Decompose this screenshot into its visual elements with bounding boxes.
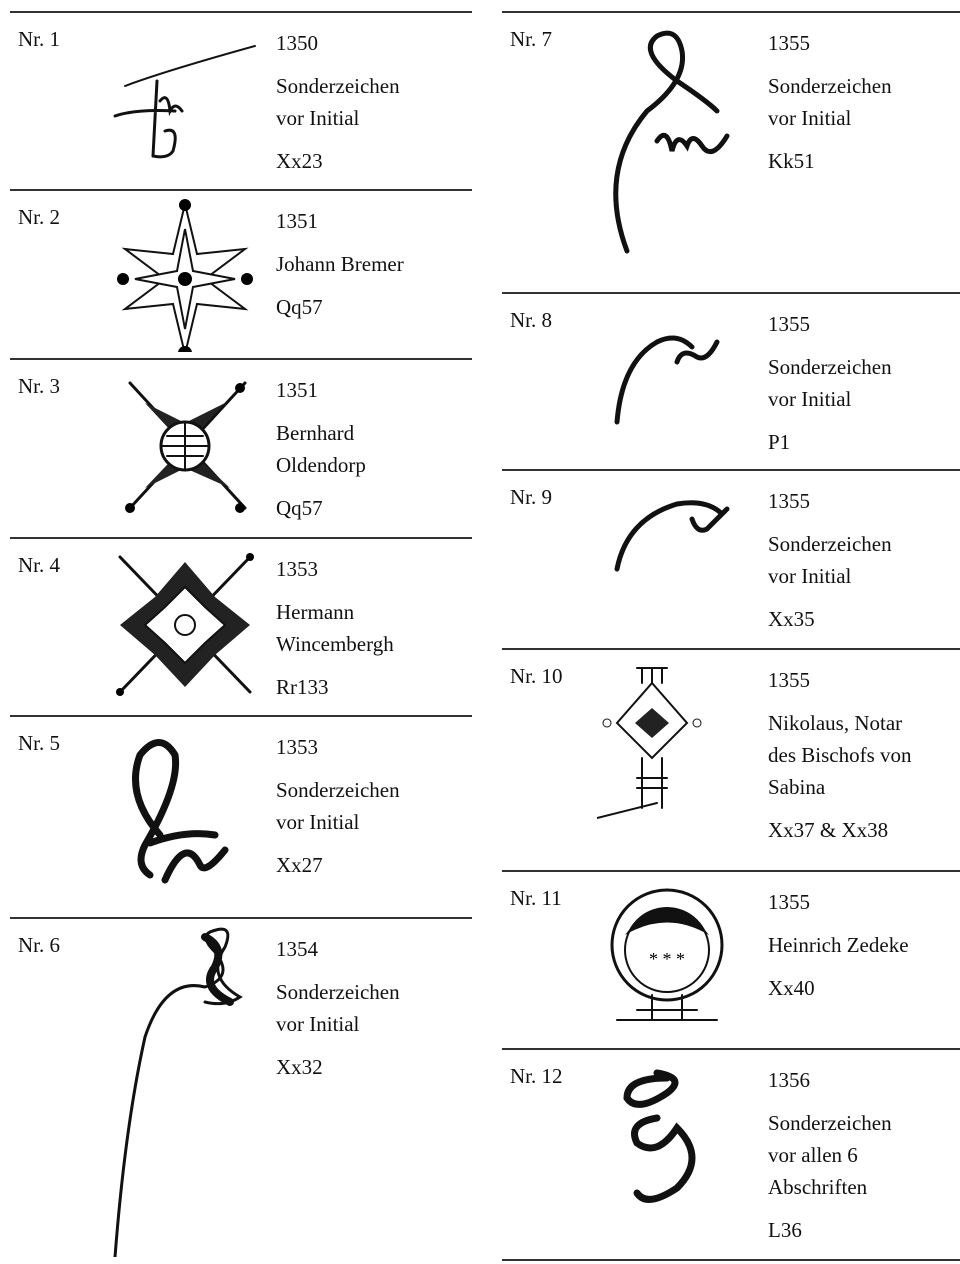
code: Xx35 bbox=[768, 607, 815, 631]
description-line: vor Initial bbox=[276, 810, 360, 834]
code: Kk51 bbox=[768, 149, 815, 173]
entry-row: Nr. 6 1354 Sonderzeichen vor Initial Xx32 bbox=[10, 917, 472, 1264]
year: 1355 bbox=[768, 668, 810, 692]
code: Xx32 bbox=[276, 1055, 323, 1079]
description-line: Oldendorp bbox=[276, 453, 366, 477]
entry-label: Nr. 1 bbox=[18, 27, 60, 51]
entry-row: Nr. 5 1353 Sonderzeichen vor Initial Xx27 bbox=[10, 715, 472, 917]
entry-label: Nr. 8 bbox=[510, 308, 552, 332]
year: 1355 bbox=[768, 489, 810, 513]
year: 1355 bbox=[768, 312, 810, 336]
code: Xx40 bbox=[768, 976, 815, 1000]
description-line: Johann Bremer bbox=[276, 252, 404, 276]
description-line: vor Initial bbox=[276, 1012, 360, 1036]
description-line: Sonderzeichen bbox=[276, 980, 400, 1004]
description-line: vor Initial bbox=[768, 387, 852, 411]
entry-label: Nr. 4 bbox=[18, 553, 60, 577]
description-line: Nikolaus, Notar bbox=[768, 711, 903, 735]
entry-label: Nr. 6 bbox=[18, 933, 60, 957]
entry-label: Nr. 2 bbox=[18, 205, 60, 229]
description-line: Sonderzeichen bbox=[768, 1111, 892, 1135]
code: Rr133 bbox=[276, 675, 329, 699]
notary-sign bbox=[613, 30, 730, 254]
entry-text: 1355 Nikolaus, Notar des Bischofs von Sabin… bbox=[768, 664, 958, 846]
entry-row: Nr. 12 1356 Sonderzeichen vor allen 6 Abschr… bbox=[502, 1048, 960, 1259]
entry-text: 1355 Sonderzeichen vor Initial Xx35 bbox=[768, 485, 958, 635]
entry-row: Nr. 1 1350 Sonderzeichen vor Initial Xx23 bbox=[10, 11, 472, 189]
entry-label: Nr. 7 bbox=[510, 27, 552, 51]
description-line: Sonderzeichen bbox=[768, 74, 892, 98]
notary-sign bbox=[116, 553, 254, 696]
description-line: Wincembergh bbox=[276, 632, 394, 656]
notary-sign bbox=[614, 500, 730, 572]
notary-sign bbox=[113, 45, 256, 159]
entry-text: 1355 Sonderzeichen vor Initial Kk51 bbox=[768, 27, 958, 177]
year: 1350 bbox=[276, 31, 318, 55]
year: 1351 bbox=[276, 378, 318, 402]
entry-text: 1355 Sonderzeichen vor Initial P1 bbox=[768, 308, 958, 458]
entry-label: Nr. 9 bbox=[510, 485, 552, 509]
entry-text: 1351 Bernhard Oldendorp Qq57 bbox=[276, 374, 466, 524]
svg-text:* * *: * * * bbox=[649, 949, 685, 969]
description-line: Heinrich Zedeke bbox=[768, 933, 909, 957]
entry-text: 1353 Hermann Wincembergh Rr133 bbox=[276, 553, 466, 703]
entry-text: 1356 Sonderzeichen vor allen 6 Abschriften L… bbox=[768, 1064, 958, 1246]
description-line: des Bischofs von bbox=[768, 743, 912, 767]
description-line: Hermann bbox=[276, 600, 355, 624]
code: Qq57 bbox=[276, 295, 323, 319]
description-line: Sonderzeichen bbox=[768, 532, 892, 556]
year: 1355 bbox=[768, 890, 810, 914]
notary-sign bbox=[113, 927, 243, 1257]
entry-text: 1354 Sonderzeichen vor Initial Xx32 bbox=[276, 933, 466, 1083]
description-line: Sonderzeichen bbox=[276, 778, 400, 802]
entry-row: Nr. 4 1353 Hermann Wincembergh Rr133 bbox=[10, 537, 472, 715]
year: 1353 bbox=[276, 735, 318, 759]
entry-text: 1355 Heinrich Zedeke Xx40 bbox=[768, 886, 958, 1004]
description-line: Sabina bbox=[768, 775, 826, 799]
year: 1353 bbox=[276, 557, 318, 581]
description-line: vor Initial bbox=[768, 564, 852, 588]
entry-row: Nr. 11 * * * 1355 Heinrich Zedeke Xx40 bbox=[502, 870, 960, 1048]
bottom-rule bbox=[502, 1259, 960, 1261]
entry-row: Nr. 10 1355 Nikolaus, Notar des Bischofs vo… bbox=[502, 648, 960, 870]
code: Qq57 bbox=[276, 496, 323, 520]
entry-label: Nr. 3 bbox=[18, 374, 60, 398]
year: 1355 bbox=[768, 31, 810, 55]
notary-sign bbox=[125, 381, 247, 513]
description-line: Sonderzeichen bbox=[768, 355, 892, 379]
notary-sign bbox=[117, 199, 253, 352]
entry-label: Nr. 10 bbox=[510, 664, 563, 688]
code: Xx37 & Xx38 bbox=[768, 818, 889, 842]
code: Xx23 bbox=[276, 149, 323, 173]
description-line: Abschriften bbox=[768, 1175, 868, 1199]
notary-sign bbox=[614, 335, 720, 425]
year: 1356 bbox=[768, 1068, 810, 1092]
description-line: vor Initial bbox=[276, 106, 360, 130]
entry-label: Nr. 12 bbox=[510, 1064, 563, 1088]
description-line: vor Initial bbox=[768, 106, 852, 130]
notary-sign bbox=[132, 739, 229, 884]
entry-row: Nr. 3 1351 Bernhard Oldendorp Qq57 bbox=[10, 358, 472, 537]
notary-sign: * * * bbox=[610, 888, 724, 1021]
code: P1 bbox=[768, 430, 791, 454]
year: 1351 bbox=[276, 209, 318, 233]
description-line: vor allen 6 bbox=[768, 1143, 858, 1167]
code: Xx27 bbox=[276, 853, 323, 877]
entry-text: 1353 Sonderzeichen vor Initial Xx27 bbox=[276, 731, 466, 881]
entry-row: Nr. 8 1355 Sonderzeichen vor Initial P1 bbox=[502, 292, 960, 469]
entry-text: 1351 Johann Bremer Qq57 bbox=[276, 205, 466, 323]
notary-sign bbox=[623, 1069, 696, 1203]
entry-label: Nr. 5 bbox=[18, 731, 60, 755]
entry-label: Nr. 11 bbox=[510, 886, 562, 910]
code: L36 bbox=[768, 1218, 802, 1242]
notary-sign bbox=[597, 667, 702, 819]
description-line: Sonderzeichen bbox=[276, 74, 400, 98]
entry-text: 1350 Sonderzeichen vor Initial Xx23 bbox=[276, 27, 466, 177]
description-line: Bernhard bbox=[276, 421, 355, 445]
year: 1354 bbox=[276, 937, 318, 961]
entry-row: Nr. 7 1355 Sonderzeichen vor Initial Kk51 bbox=[502, 11, 960, 292]
entry-row: Nr. 2 1351 Johann Bremer Qq57 bbox=[10, 189, 472, 358]
entry-row: Nr. 9 1355 Sonderzeichen vor Initial Xx35 bbox=[502, 469, 960, 648]
